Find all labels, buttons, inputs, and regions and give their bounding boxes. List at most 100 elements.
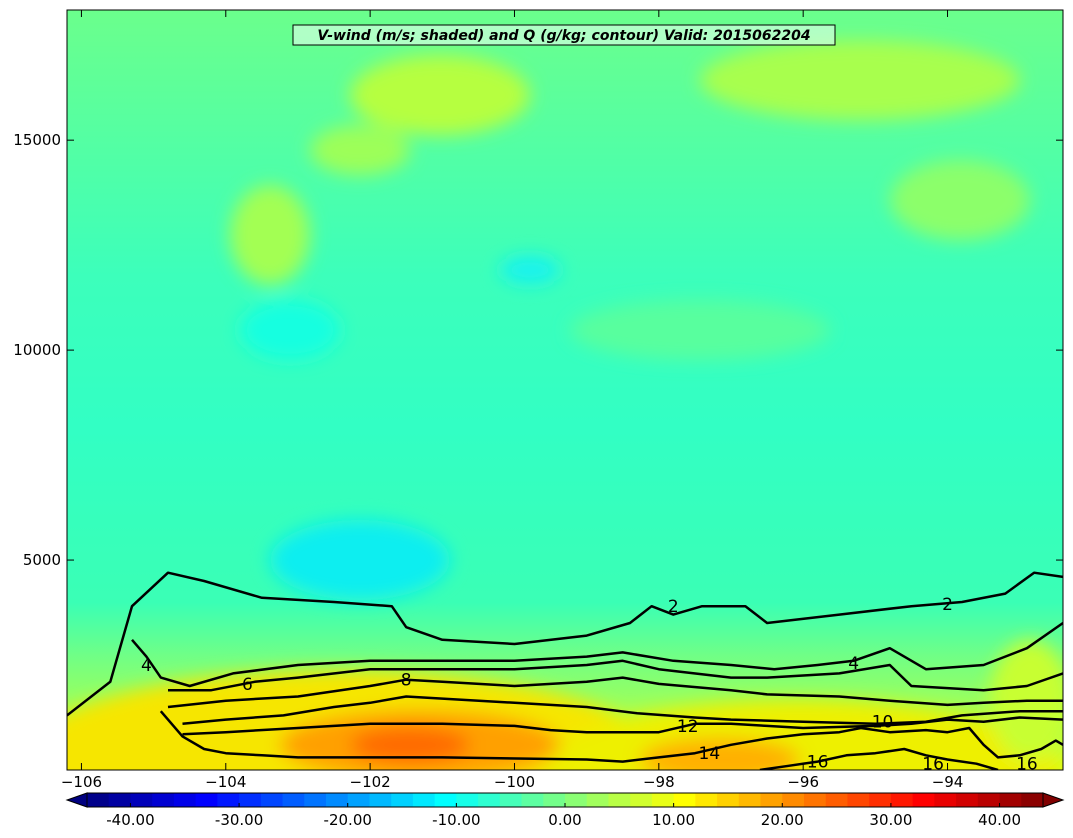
colorbar-segment [717,793,740,807]
title-box: V-wind (m/s; shaded) and Q (g/kg; contou… [292,24,836,46]
shaded-region [500,256,560,284]
contour-label: 8 [401,671,412,691]
colorbar-segment [173,793,197,807]
colorbar-tick-label: 20.00 [761,811,804,829]
contour-label: 12 [677,717,699,737]
shaded-region [640,738,800,770]
colorbar-segment [282,793,305,807]
contour-label: 16 [922,755,944,775]
colorbar-segment [369,793,392,807]
shaded-region [270,520,450,600]
contour-label: 6 [242,675,253,695]
contour-lines [67,571,1063,770]
colorbar-tick-label: 10.00 [652,811,695,829]
colorbar-segment [195,793,218,807]
contour-label: 2 [668,597,679,617]
colorbar-segment [543,793,566,807]
colorbar-segment [391,793,414,807]
colorbar-segment [977,793,1001,807]
colorbar-segment [217,793,240,807]
colorbar-segment [890,793,914,807]
colorbar-segment [152,793,175,807]
colorbar-extend-min [65,792,88,808]
contour-line-q12 [182,716,1063,736]
colorbar-segment [521,793,544,807]
colorbar-segment [630,793,653,807]
chart-title: V-wind (m/s; shaded) and Q (g/kg; contou… [317,28,810,44]
colorbar-segment [760,793,783,807]
contour-line-q6 [168,659,1063,692]
colorbar-segment [912,793,935,807]
shaded-region [570,300,830,360]
colorbar-segment [586,793,610,807]
y-tick-label: 5000 [23,551,61,569]
y-axis: 5000 10000 15000 [13,131,1063,569]
contour-line-q2 [67,571,1063,717]
shaded-field [67,40,1063,770]
colorbar-segment [260,793,284,807]
colorbar-segment [499,793,523,807]
colorbar-segment [412,793,436,807]
colorbar-segment [738,793,762,807]
contour-label: 16 [807,753,829,773]
contour-label: 14 [699,744,721,764]
contour-line-q8 [167,676,1063,709]
contour-label: 16 [1016,755,1038,775]
shaded-field-background [67,10,1063,770]
colorbar-segment [804,793,827,807]
colorbar-segment [108,793,132,807]
x-tick-label: −96 [787,773,819,791]
shaded-region [240,300,340,360]
contour-label: 4 [848,654,859,674]
colorbar-segment [87,793,110,807]
colorbar-tick-label: 40.00 [978,811,1021,829]
x-axis: −106 −104 −102 −100 −98 −96 −94 [61,10,964,791]
contour-label: 2 [942,595,953,615]
x-tick-label: −104 [205,773,246,791]
x-tick-label: −102 [350,773,391,791]
shaded-region [700,40,1020,120]
shaded-region [310,125,410,175]
colorbar-segment [434,793,457,807]
colorbar-tick-label: 30.00 [869,811,912,829]
title-background [292,24,836,46]
colorbar-segment [956,793,979,807]
colorbar-tick-label: 0.00 [548,811,581,829]
colorbar-tick-label: -20.00 [324,811,372,829]
shaded-region [230,185,310,285]
colorbar-segment [608,793,631,807]
contour-line-q14 [159,710,1063,763]
x-tick-label: −98 [643,773,675,791]
colorbar-segment [565,793,588,807]
shaded-region [350,727,470,763]
colorbar-segment [651,793,675,807]
colorbar-segment [304,793,327,807]
contour-label: 10 [872,713,894,733]
shaded-region [350,55,530,135]
colorbar-segment [782,793,805,807]
colorbar: -40.00 -30.00 -20.00 -10.00 0.00 10.00 20.00 30… [65,792,1065,829]
colorbar-segment [673,793,696,807]
colorbar-segment [934,793,957,807]
y-tick-label: 10000 [13,341,61,359]
colorbar-segment [999,793,1022,807]
colorbar-segment [130,793,153,807]
colorbar-segment [478,793,501,807]
y-tick-label: 15000 [13,131,61,149]
colorbar-segment [825,793,849,807]
x-tick-label: −106 [61,773,102,791]
colorbar-tick-label: -30.00 [215,811,263,829]
colorbar-tick-label: -40.00 [106,811,154,829]
x-tick-label: −94 [932,773,964,791]
colorbar-segment [847,793,870,807]
colorbar-segment [869,793,892,807]
colorbar-segment [239,793,262,807]
x-tick-label: −100 [494,773,535,791]
colorbar-tick-label: -10.00 [432,811,480,829]
shaded-region [890,160,1030,240]
colorbar-segment [326,793,349,807]
contour-label: 4 [141,656,152,676]
colorbar-segment [347,793,371,807]
